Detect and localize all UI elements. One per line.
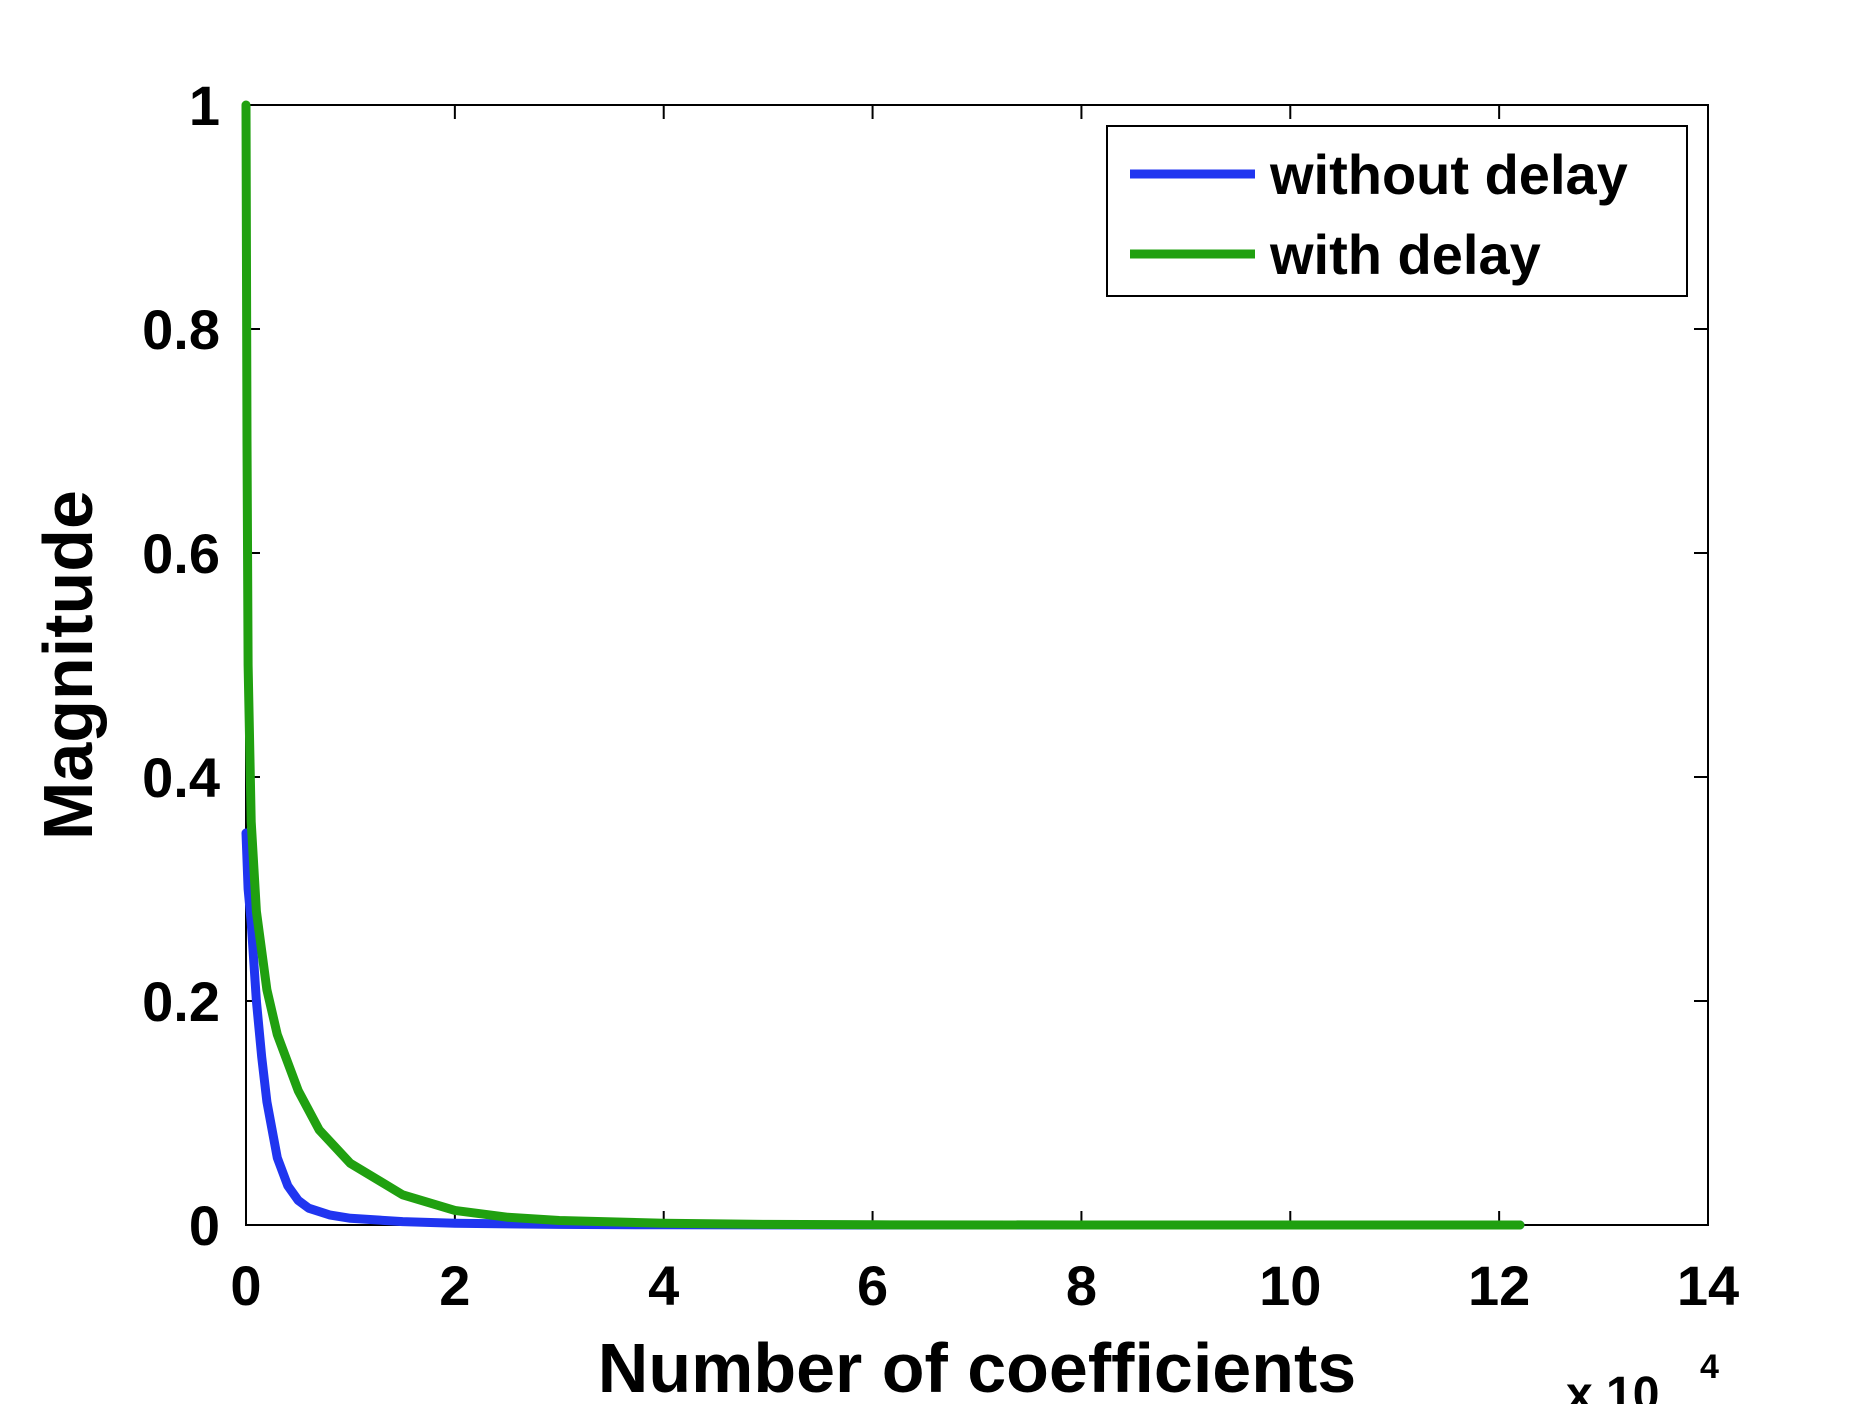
x-tick-label: 4 [648,1254,679,1317]
legend-items: without delay with delay [1130,143,1628,286]
x-multiplier-exponent: 4 [1700,1348,1719,1386]
x-multiplier-base: x 10 [1566,1368,1659,1404]
y-tick-label: 0.8 [142,298,220,361]
x-tick-label: 6 [857,1254,888,1317]
x-tick-label: 12 [1468,1254,1530,1317]
series-lines [241,100,1525,1230]
x-tick-label: 0 [230,1254,261,1317]
x-tick-label: 10 [1259,1254,1321,1317]
x-tick-label: 14 [1677,1254,1739,1317]
x-tick-label: 2 [439,1254,470,1317]
y-tick-label: 0.4 [142,746,220,809]
legend-label-without-delay: without delay [1269,143,1628,206]
y-tick-label: 1 [189,74,220,137]
y-tick-label: 0 [189,1194,220,1257]
legend-label-with-delay: with delay [1269,223,1541,286]
series-line-with-delay [241,100,1525,1230]
y-axis-label: Magnitude [29,490,107,840]
y-ticks: 0 0.2 0.4 0.6 0.8 1 [142,74,1708,1257]
y-tick-label: 0.2 [142,970,220,1033]
y-tick-label: 0.6 [142,522,220,585]
x-axis-label: Number of coefficients [598,1329,1356,1404]
x-multiplier: x 10 4 [1566,1348,1719,1404]
legend: without delay with delay [1106,125,1688,297]
x-ticks: 0 2 4 6 8 10 12 14 [230,105,1739,1317]
x-tick-label: 8 [1066,1254,1097,1317]
legend-box [1106,125,1688,297]
